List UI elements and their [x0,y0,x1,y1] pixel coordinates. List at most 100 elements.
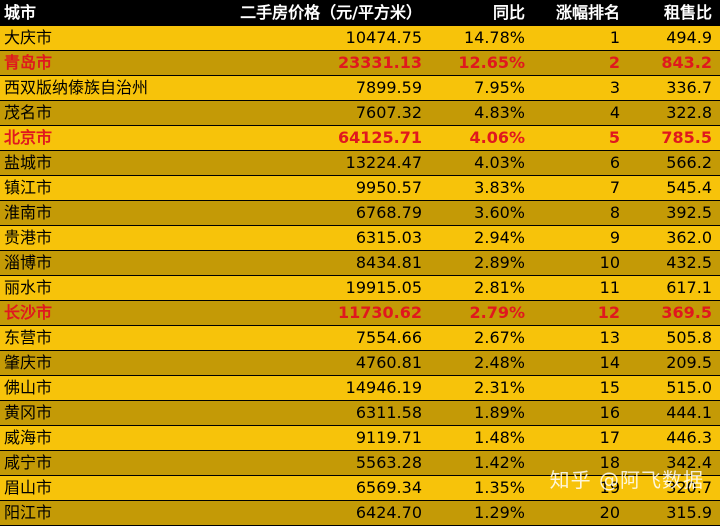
cell-city: 淄博市 [0,250,205,276]
cell-rent-ratio: 566.2 [628,150,720,176]
table-row: 威海市 9119.71 1.48% 17 446.3 [0,425,720,451]
table-row: 眉山市 6569.34 1.35% 19 320.7 [0,475,720,501]
table-header: 城市 二手房价格（元/平方米） 同比 涨幅排名 租售比 [0,0,720,26]
cell-rent-ratio: 515.0 [628,375,720,401]
cell-price: 7607.32 [205,100,430,126]
cell-rent-ratio: 505.8 [628,325,720,351]
cell-yoy: 1.29% [430,500,533,526]
cell-rent-ratio: 446.3 [628,425,720,451]
cell-price: 23331.13 [205,50,430,76]
cell-yoy: 2.31% [430,375,533,401]
cell-price: 7554.66 [205,325,430,351]
cell-rank: 6 [533,150,628,176]
table-row: 东营市 7554.66 2.67% 13 505.8 [0,325,720,351]
cell-city: 西双版纳傣族自治州 [0,75,205,101]
cell-rent-ratio: 494.9 [628,25,720,51]
cell-yoy: 2.94% [430,225,533,251]
cell-city: 茂名市 [0,100,205,126]
cell-city: 丽水市 [0,275,205,301]
column-header-yoy: 同比 [430,0,533,26]
cell-rank: 10 [533,250,628,276]
table-row: 佛山市 14946.19 2.31% 15 515.0 [0,375,720,401]
cell-price: 6315.03 [205,225,430,251]
cell-yoy: 2.48% [430,350,533,376]
cell-price: 6768.79 [205,200,430,226]
cell-rank: 8 [533,200,628,226]
cell-yoy: 2.79% [430,300,533,326]
cell-yoy: 1.42% [430,450,533,476]
cell-price: 10474.75 [205,25,430,51]
column-header-price: 二手房价格（元/平方米） [205,0,430,26]
cell-price: 64125.71 [205,125,430,151]
cell-city: 眉山市 [0,475,205,501]
cell-rank: 13 [533,325,628,351]
table-row: 西双版纳傣族自治州 7899.59 7.95% 3 336.7 [0,75,720,101]
table-row: 大庆市 10474.75 14.78% 1 494.9 [0,25,720,51]
table-row: 丽水市 19915.05 2.81% 11 617.1 [0,275,720,301]
cell-yoy: 4.06% [430,125,533,151]
cell-price: 8434.81 [205,250,430,276]
cell-city: 大庆市 [0,25,205,51]
cell-rent-ratio: 392.5 [628,200,720,226]
cell-rank: 5 [533,125,628,151]
cell-price: 9119.71 [205,425,430,451]
cell-rank: 1 [533,25,628,51]
cell-city: 镇江市 [0,175,205,201]
cell-price: 5563.28 [205,450,430,476]
cell-city: 黄冈市 [0,400,205,426]
cell-price: 7899.59 [205,75,430,101]
table-row: 淮南市 6768.79 3.60% 8 392.5 [0,200,720,226]
cell-rank: 19 [533,475,628,501]
cell-price: 11730.62 [205,300,430,326]
cell-city: 阳江市 [0,500,205,526]
cell-rank: 2 [533,50,628,76]
table-row: 黄冈市 6311.58 1.89% 16 444.1 [0,400,720,426]
cell-rank: 9 [533,225,628,251]
cell-rent-ratio: 545.4 [628,175,720,201]
table-row: 茂名市 7607.32 4.83% 4 322.8 [0,100,720,126]
cell-yoy: 2.67% [430,325,533,351]
table-row: 青岛市 23331.13 12.65% 2 843.2 [0,50,720,76]
column-header-rank: 涨幅排名 [533,0,628,26]
cell-yoy: 1.48% [430,425,533,451]
table-row: 淄博市 8434.81 2.89% 10 432.5 [0,250,720,276]
cell-rank: 3 [533,75,628,101]
cell-rank: 12 [533,300,628,326]
cell-city: 佛山市 [0,375,205,401]
cell-city: 盐城市 [0,150,205,176]
cell-yoy: 7.95% [430,75,533,101]
cell-yoy: 2.89% [430,250,533,276]
table-row: 盐城市 13224.47 4.03% 6 566.2 [0,150,720,176]
cell-rent-ratio: 322.8 [628,100,720,126]
table-row: 长沙市 11730.62 2.79% 12 369.5 [0,300,720,326]
cell-yoy: 1.35% [430,475,533,501]
cell-rank: 18 [533,450,628,476]
cell-rent-ratio: 369.5 [628,300,720,326]
cell-yoy: 2.81% [430,275,533,301]
cell-price: 6424.70 [205,500,430,526]
cell-rank: 11 [533,275,628,301]
table-row: 咸宁市 5563.28 1.42% 18 342.4 [0,450,720,476]
cell-rent-ratio: 843.2 [628,50,720,76]
cell-yoy: 4.03% [430,150,533,176]
cell-rank: 15 [533,375,628,401]
cell-rent-ratio: 320.7 [628,475,720,501]
cell-rank: 7 [533,175,628,201]
table-row: 阳江市 6424.70 1.29% 20 315.9 [0,500,720,526]
table-row: 北京市 64125.71 4.06% 5 785.5 [0,125,720,151]
cell-rent-ratio: 342.4 [628,450,720,476]
cell-city: 青岛市 [0,50,205,76]
cell-price: 14946.19 [205,375,430,401]
cell-rent-ratio: 336.7 [628,75,720,101]
column-header-city: 城市 [0,0,205,26]
cell-price: 9950.57 [205,175,430,201]
cell-city: 威海市 [0,425,205,451]
cell-city: 淮南市 [0,200,205,226]
table-row: 镇江市 9950.57 3.83% 7 545.4 [0,175,720,201]
header-row: 城市 二手房价格（元/平方米） 同比 涨幅排名 租售比 [0,0,720,26]
cell-price: 13224.47 [205,150,430,176]
cell-rent-ratio: 432.5 [628,250,720,276]
cell-rent-ratio: 617.1 [628,275,720,301]
column-header-rent-ratio: 租售比 [628,0,720,26]
